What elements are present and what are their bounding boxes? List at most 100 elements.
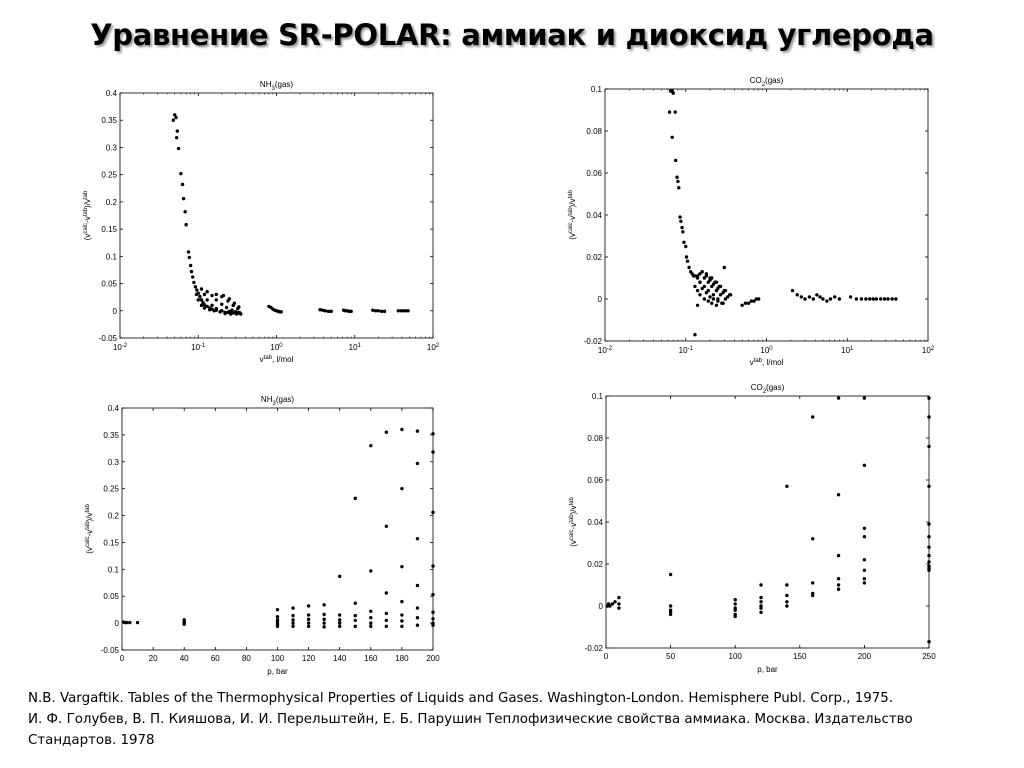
data-point (754, 297, 759, 301)
data-point (192, 280, 196, 285)
data-point (862, 568, 867, 572)
y-tick-label: 0.3 (108, 458, 120, 467)
data-point (894, 297, 898, 301)
plot-frame (604, 88, 929, 342)
data-point (722, 288, 726, 293)
data-point (291, 613, 295, 618)
data-point (740, 303, 744, 307)
data-point (700, 286, 704, 291)
data-point (345, 309, 349, 313)
x-tick-label: 140 (333, 654, 347, 663)
data-point (927, 484, 931, 488)
x-tick-label: 102 (427, 343, 440, 352)
x-tick-label: 100 (760, 346, 773, 355)
data-point (790, 288, 795, 293)
data-point (799, 295, 804, 299)
data-point (710, 276, 714, 280)
data-point (182, 618, 186, 622)
data-point (708, 278, 712, 282)
data-point (353, 618, 357, 623)
data-point (318, 307, 322, 312)
data-point (329, 309, 333, 314)
data-point (341, 308, 346, 312)
data-point (837, 297, 842, 301)
x-tick-label: 80 (242, 654, 251, 663)
data-point (890, 297, 894, 301)
y-axis-label: (vcalc-vtab)/vtab (85, 504, 94, 554)
data-point (836, 583, 841, 587)
data-point (759, 583, 763, 587)
data-point (194, 292, 199, 297)
y-tick-label: -0.02 (584, 337, 603, 346)
data-point (722, 265, 726, 270)
data-point (238, 311, 242, 315)
data-point (202, 306, 207, 310)
data-point (862, 463, 867, 467)
data-point (214, 306, 218, 311)
data-point (207, 306, 212, 310)
data-point (373, 309, 378, 313)
data-point (617, 602, 621, 606)
data-point (384, 618, 389, 623)
data-point (617, 595, 621, 600)
data-point (399, 309, 403, 313)
data-point (610, 602, 615, 606)
data-point (879, 297, 883, 301)
data-point (214, 292, 218, 297)
data-point (733, 598, 737, 602)
data-point (220, 294, 224, 299)
data-point (210, 303, 214, 308)
y-tick-label: -0.02 (585, 644, 604, 653)
data-point (670, 89, 674, 93)
data-point (323, 309, 327, 313)
data-point (868, 297, 872, 301)
data-point (291, 624, 295, 629)
data-point (400, 619, 404, 623)
data-point (275, 622, 280, 626)
data-point (306, 613, 311, 617)
data-point (371, 308, 375, 312)
data-point (187, 255, 192, 260)
data-point (275, 607, 280, 612)
y-tick-label: 0.06 (587, 476, 603, 485)
data-point (927, 415, 931, 419)
data-point (668, 608, 673, 612)
plot-frame (605, 395, 930, 649)
data-point (862, 396, 867, 400)
data-point (679, 219, 683, 223)
data-point (862, 581, 867, 585)
data-point (704, 274, 709, 278)
data-point (184, 223, 188, 227)
y-axis-label: (vcalc-vtab)/vtab (568, 190, 577, 240)
data-point (224, 305, 229, 310)
y-tick-label: -0.05 (99, 334, 118, 343)
plot-frame (121, 407, 434, 651)
data-point (306, 604, 311, 608)
y-tick-label: 0.4 (106, 89, 118, 98)
x-tick-label: 150 (793, 652, 807, 661)
data-point (415, 623, 420, 627)
data-point (606, 602, 611, 606)
data-point (401, 309, 406, 313)
data-point (196, 298, 200, 302)
reference-line: И. Ф. Голубев, В. П. Кияшова, И. И. Пере… (28, 712, 913, 727)
data-point (785, 583, 789, 587)
data-point (236, 311, 240, 315)
data-point (276, 309, 280, 314)
data-point (189, 269, 194, 274)
data-point (322, 621, 326, 625)
data-point (396, 309, 400, 313)
data-point (864, 297, 868, 301)
data-point (693, 284, 697, 289)
data-point (376, 309, 381, 313)
data-point (718, 284, 723, 289)
data-point (226, 310, 230, 315)
data-point (273, 308, 277, 312)
data-point (267, 304, 271, 309)
data-point (704, 272, 709, 276)
data-point (275, 618, 280, 622)
data-point (322, 617, 326, 622)
data-point (785, 593, 789, 598)
data-point (269, 305, 273, 310)
